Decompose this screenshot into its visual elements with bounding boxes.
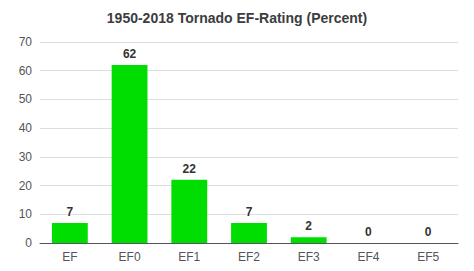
svg-text:62: 62 [123, 47, 137, 61]
svg-text:1950-2018 Tornado EF-Rating (P: 1950-2018 Tornado EF-Rating (Percent) [107, 10, 367, 26]
svg-text:EF3: EF3 [298, 250, 320, 264]
svg-text:EF2: EF2 [238, 250, 260, 264]
svg-text:7: 7 [246, 205, 253, 219]
svg-text:10: 10 [19, 207, 33, 221]
svg-text:0: 0 [365, 225, 372, 239]
svg-text:70: 70 [19, 35, 33, 49]
svg-text:60: 60 [19, 64, 33, 78]
svg-text:0: 0 [25, 236, 32, 250]
svg-text:30: 30 [19, 150, 33, 164]
svg-text:22: 22 [183, 162, 197, 176]
svg-text:EF0: EF0 [119, 250, 141, 264]
svg-text:7: 7 [67, 205, 74, 219]
svg-text:EF5: EF5 [417, 250, 439, 264]
svg-text:2: 2 [305, 219, 312, 233]
svg-text:EF: EF [62, 250, 77, 264]
svg-text:EF1: EF1 [178, 250, 200, 264]
svg-text:40: 40 [19, 121, 33, 135]
svg-text:EF4: EF4 [357, 250, 379, 264]
svg-text:50: 50 [19, 92, 33, 106]
svg-text:0: 0 [425, 225, 432, 239]
svg-text:20: 20 [19, 179, 33, 193]
